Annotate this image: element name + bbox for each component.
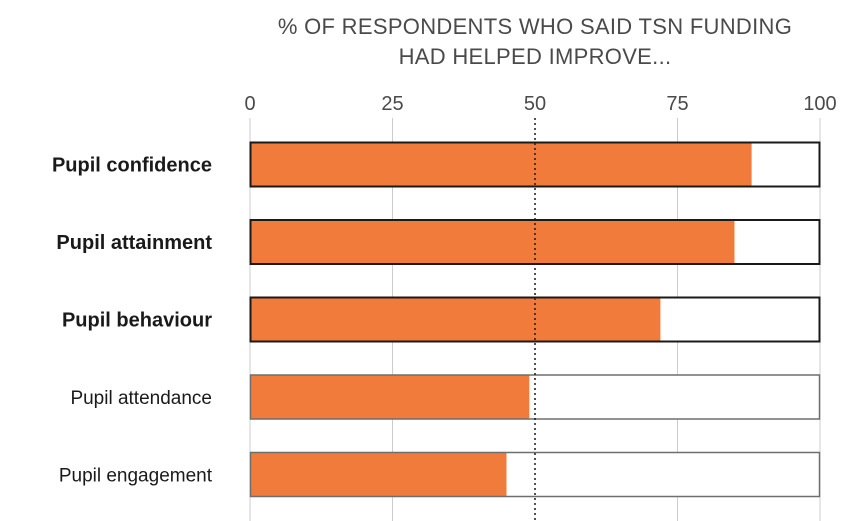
bar-pupil-attainment bbox=[250, 219, 735, 265]
category-label-pupil-engagement: Pupil engagement bbox=[59, 466, 213, 487]
bar-outline-pupil-confidence bbox=[249, 141, 821, 188]
x-tick-label-25: 25 bbox=[381, 93, 403, 115]
x-tick-label-50: 50 bbox=[524, 93, 546, 115]
category-label-pupil-attendance: Pupil attendance bbox=[70, 388, 212, 409]
bar-outline-pupil-behaviour bbox=[249, 296, 821, 343]
x-tick-label-0: 0 bbox=[244, 93, 255, 115]
category-label-pupil-behaviour: Pupil behaviour bbox=[62, 310, 212, 332]
x-tick-label-75: 75 bbox=[666, 93, 688, 115]
chart-title-line-2: HAD HELPED IMPROVE... bbox=[398, 44, 672, 69]
bar-pupil-behaviour bbox=[250, 297, 661, 342]
chart-title: % OF RESPONDENTS WHO SAID TSN FUNDING HA… bbox=[250, 12, 820, 72]
bar-pupil-confidence bbox=[250, 142, 752, 187]
bar-outline-pupil-engagement bbox=[249, 451, 821, 498]
category-label-pupil-attainment: Pupil attainment bbox=[56, 232, 212, 254]
x-tick-label-100: 100 bbox=[803, 93, 836, 115]
bar-pupil-attendance bbox=[250, 374, 530, 420]
chart-title-line-1: % OF RESPONDENTS WHO SAID TSN FUNDING bbox=[277, 14, 793, 39]
bar-pupil-engagement bbox=[250, 452, 507, 497]
category-label-pupil-confidence: Pupil confidence bbox=[52, 155, 212, 177]
